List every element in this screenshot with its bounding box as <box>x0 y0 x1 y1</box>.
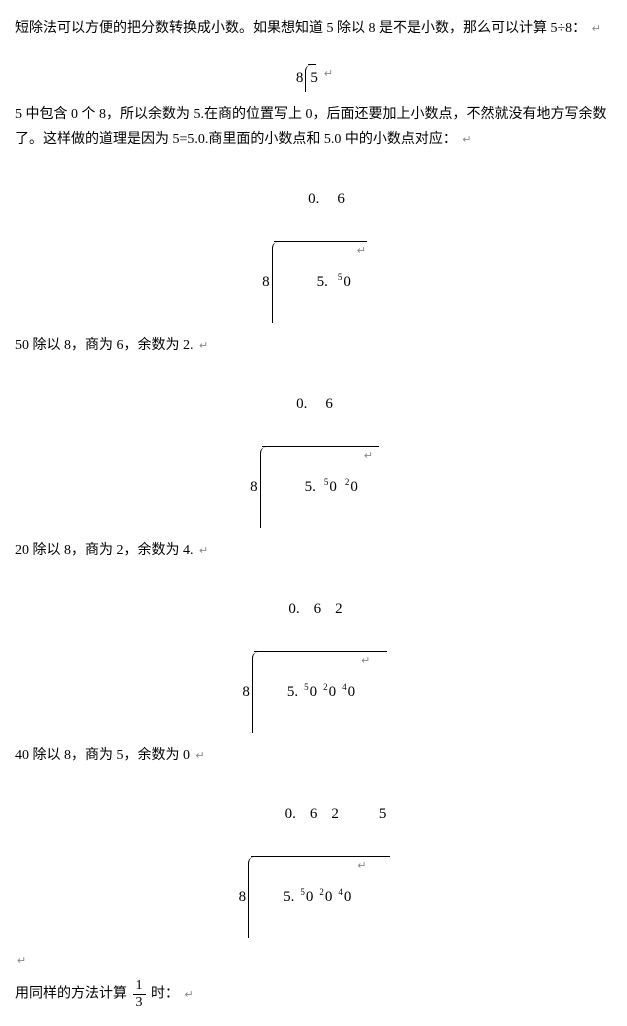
quotient: 0.62 <box>254 569 386 652</box>
long-division-3: 0.6 8 5.5020 ↵ <box>15 364 612 528</box>
return-mark: ↵ <box>357 857 366 938</box>
text: 40 除以 8，商为 5，余数为 0 <box>15 748 190 763</box>
long-division-2: 0.6 8 5.50 ↵ <box>15 159 612 323</box>
paragraph-step2: 20 除以 8，商为 2，余数为 4. ↵ <box>15 538 612 563</box>
return-mark: ↵ <box>357 242 366 323</box>
dividend: 5 <box>305 65 322 92</box>
return-mark: ↵ <box>592 23 601 35</box>
divisor: 8 <box>237 857 249 938</box>
divisor: 8 <box>294 65 306 92</box>
text-b: 时： <box>151 987 179 1002</box>
quotient: 0.6 <box>262 364 379 447</box>
text: 5 中包含 0 个 8，所以余数为 5.在商的位置写上 0，后面还要加上小数点，… <box>15 107 607 147</box>
return-mark: ↵ <box>17 955 26 967</box>
return-mark: ↵ <box>364 447 373 528</box>
paragraph-step1: 50 除以 8，商为 6，余数为 2. ↵ <box>15 333 612 358</box>
text: 短除法可以方便的把分数转换成小数。如果想知道 5 除以 8 是不是小数，那么可以… <box>15 21 586 36</box>
fraction-one-third: 1 3 <box>133 979 146 1010</box>
return-mark: ↵ <box>199 545 208 557</box>
return-mark: ↵ <box>199 340 208 352</box>
dividend: 5.502040 <box>252 652 359 733</box>
paragraph-step3: 40 除以 8，商为 5，余数为 0 ↵ <box>15 743 612 768</box>
text: 20 除以 8，商为 2，余数为 4. <box>15 543 194 558</box>
blank-line: ↵ <box>15 948 612 973</box>
paragraph-next: 用同样的方法计算 1 3 时： ↵ <box>15 979 612 1010</box>
paragraph-intro: 短除法可以方便的把分数转换成小数。如果想知道 5 除以 8 是不是小数，那么可以… <box>15 16 612 41</box>
text: 50 除以 8，商为 6，余数为 2. <box>15 338 194 353</box>
denominator: 3 <box>133 995 146 1010</box>
text-a: 用同样的方法计算 <box>15 987 127 1002</box>
divisor: 8 <box>240 652 252 733</box>
paragraph-explain: 5 中包含 0 个 8，所以余数为 5.在商的位置写上 0，后面还要加上小数点，… <box>15 102 612 152</box>
return-mark: ↵ <box>462 134 471 146</box>
quotient: 0.625 <box>251 774 391 857</box>
quotient: 0.6 <box>274 159 367 242</box>
return-mark: ↵ <box>196 750 205 762</box>
divisor: 8 <box>248 447 260 528</box>
divisor: 8 <box>260 242 272 323</box>
dividend: 5.50 <box>272 242 355 323</box>
numerator: 1 <box>133 979 146 995</box>
dividend: 5.5020 <box>260 447 362 528</box>
long-division-1: 8 5 ↵ <box>15 47 612 92</box>
quotient <box>308 47 316 65</box>
return-mark: ↵ <box>185 989 194 1001</box>
return-mark: ↵ <box>361 652 370 733</box>
long-division-4: 0.62 8 5.502040 ↵ <box>15 569 612 733</box>
dividend: 5.502040 <box>248 857 355 938</box>
return-mark: ↵ <box>324 65 333 92</box>
long-division-5: 0.625 8 5.502040 ↵ <box>15 774 612 938</box>
